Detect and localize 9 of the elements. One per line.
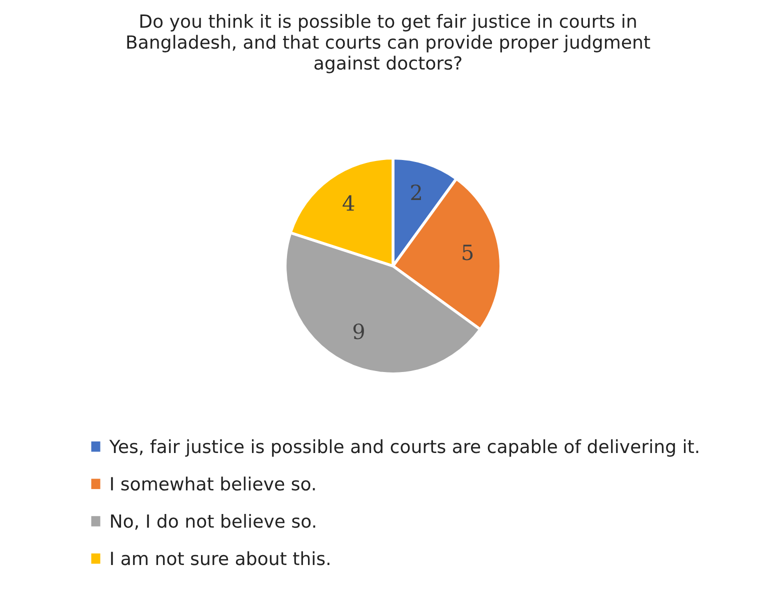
data-label: 9 xyxy=(353,324,364,340)
legend-label: Yes, fair justice is possible and courts are capable of delivering it. xyxy=(109,439,698,457)
data-label: 5 xyxy=(462,244,473,260)
chart-title: Do you think it is possible to get fair justice in courts in Bangladesh, and that courts can provide proper judgment against doctors? xyxy=(127,14,650,74)
data-label: 4 xyxy=(342,195,354,211)
legend-label: No, I do not believe so. xyxy=(111,514,316,530)
data-label: 2 xyxy=(411,184,421,200)
legend-label: I am not sure about this. xyxy=(111,551,330,566)
legend-label: I somewhat believe so. xyxy=(111,476,315,491)
